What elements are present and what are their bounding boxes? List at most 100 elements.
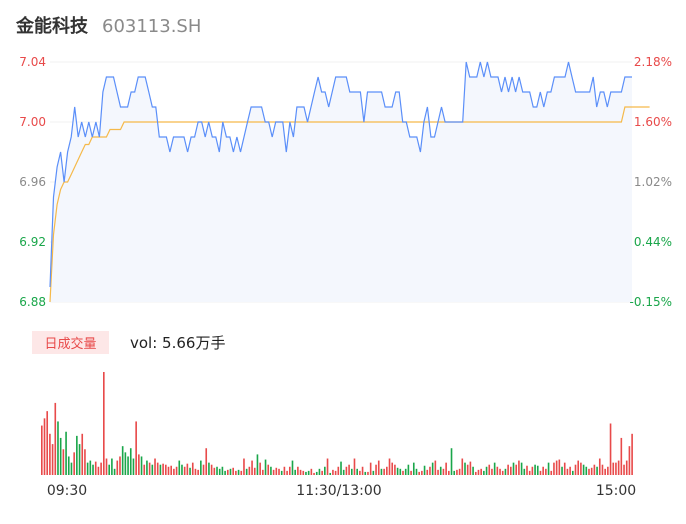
- volume-bar: [348, 464, 350, 475]
- volume-bar: [105, 458, 108, 475]
- volume-bar: [146, 460, 148, 475]
- volume-bar: [194, 468, 197, 475]
- volume-bar: [585, 466, 588, 475]
- volume-bar: [97, 466, 100, 475]
- volume-bar: [67, 456, 70, 475]
- volume-bar: [73, 452, 75, 475]
- volume-bar: [135, 421, 137, 475]
- volume-bar: [520, 462, 523, 475]
- stock-name: 金能科技: [16, 16, 88, 37]
- volume-bar: [442, 468, 445, 475]
- volume-bar: [59, 437, 62, 475]
- y-tick-left: 7.04: [19, 55, 46, 69]
- volume-bar: [620, 437, 623, 475]
- volume-bar: [402, 470, 404, 475]
- volume-bar: [216, 466, 218, 475]
- volume-bar: [572, 470, 574, 475]
- volume-bar: [512, 462, 515, 475]
- volume-bar: [310, 468, 313, 475]
- volume-bar: [518, 460, 520, 475]
- volume-bar: [625, 460, 628, 475]
- price-line: [49, 61, 632, 288]
- volume-bar: [534, 464, 536, 475]
- volume-bar: [51, 444, 54, 475]
- volume-bar: [415, 468, 418, 475]
- volume-bar: [235, 470, 237, 475]
- volume-bar: [232, 467, 234, 475]
- volume-bar: [466, 464, 469, 475]
- volume-bar: [609, 423, 612, 475]
- volume-bar: [499, 468, 501, 475]
- volume-bar: [197, 469, 199, 475]
- volume-bar: [510, 466, 512, 475]
- volume-bar: [569, 466, 571, 475]
- volume-bar: [526, 465, 528, 475]
- volume-bar: [41, 425, 43, 475]
- volume-bar: [245, 468, 248, 475]
- volume-bar: [383, 468, 385, 475]
- volume-bar: [278, 468, 280, 475]
- volume-bar: [561, 466, 563, 475]
- volume-bar: [108, 464, 111, 475]
- y-tick-left: 7.00: [19, 115, 46, 129]
- volume-bar: [202, 464, 205, 475]
- volume-bar: [353, 458, 356, 475]
- volume-bar: [369, 462, 372, 475]
- volume-bar: [545, 468, 547, 475]
- x-tick-label: 15:00: [596, 483, 636, 499]
- y-tick-right: 2.18%: [634, 55, 672, 69]
- volume-bar: [345, 466, 348, 475]
- volume-bar: [421, 470, 423, 475]
- volume-bar: [485, 466, 488, 475]
- volume-bar: [580, 462, 582, 475]
- volume-bar: [113, 468, 116, 475]
- volume-bar: [138, 454, 140, 475]
- volume-bar: [259, 462, 261, 475]
- volume-bar: [275, 467, 278, 475]
- volume-bar: [307, 470, 310, 475]
- y-tick-right: 1.02%: [634, 175, 672, 189]
- volume-bar: [456, 469, 458, 475]
- volume-bar: [488, 464, 491, 475]
- volume-bar: [294, 469, 296, 475]
- volume-bar: [189, 467, 191, 475]
- volume-bar: [140, 456, 143, 475]
- volume-bar: [501, 470, 504, 475]
- volume-bar: [313, 472, 315, 475]
- volume-bar: [121, 446, 124, 475]
- volume-bar: [329, 472, 332, 475]
- volume-bar: [243, 458, 245, 475]
- y-tick-right: 1.60%: [634, 115, 672, 129]
- volume-bar: [332, 469, 334, 475]
- volume-bar: [186, 463, 189, 475]
- y-tick-right: 0.44%: [634, 235, 672, 249]
- volume-tag[interactable]: 日成交量: [32, 331, 109, 354]
- volume-bar: [57, 421, 59, 475]
- volume-bar: [334, 470, 337, 475]
- volume-bar: [54, 402, 57, 475]
- volume-bar: [240, 470, 243, 475]
- volume-bar: [283, 466, 286, 475]
- volume-value: vol: 5.66万手: [130, 334, 226, 352]
- volume-bar: [464, 462, 466, 475]
- volume-bar: [461, 458, 464, 475]
- volume-bar: [563, 462, 566, 475]
- volume-bar: [523, 468, 526, 475]
- volume-bar: [164, 464, 167, 475]
- volume-bar: [617, 460, 620, 475]
- volume-bar: [404, 468, 407, 475]
- volume-bar: [423, 465, 426, 475]
- volume-bar: [407, 464, 410, 475]
- volume-bar: [593, 464, 596, 475]
- volume-bar: [555, 460, 558, 475]
- volume-bar: [62, 449, 65, 475]
- volume-bar: [208, 462, 210, 475]
- volume-bar: [474, 471, 477, 475]
- volume-bar: [547, 462, 550, 475]
- volume-bar: [396, 467, 399, 475]
- volume-bar: [496, 466, 499, 475]
- volume-bar: [458, 468, 461, 475]
- volume-bar: [477, 469, 480, 475]
- volume-bar: [531, 466, 534, 475]
